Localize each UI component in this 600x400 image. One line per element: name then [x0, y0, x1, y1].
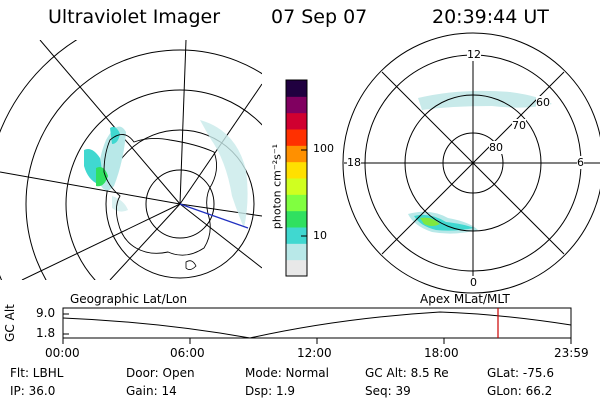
glat-info: GLat: -75.6 — [487, 366, 554, 380]
colorbar-band — [286, 259, 307, 277]
colorbar-label-100: 100 — [313, 142, 334, 155]
alt-x-tick-label: 18:00 — [424, 346, 459, 360]
magnetic-polar-panel — [342, 32, 600, 294]
geo-lat-circle — [145, 169, 215, 239]
colorbar-band — [286, 96, 307, 114]
geo-meridian — [39, 40, 181, 205]
geographic-map-panel — [0, 40, 262, 280]
mlt-label-0: 0 — [470, 276, 477, 289]
geo-panel-label: Geographic Lat/Lon — [70, 292, 188, 306]
colorbar-band — [286, 129, 307, 146]
alt-x-tick-label: 12:00 — [297, 346, 332, 360]
altitude-curve — [62, 311, 572, 339]
island-coastline — [185, 260, 197, 270]
colorbar-frame — [285, 79, 308, 277]
seq-info: Seq: 39 — [365, 384, 411, 398]
mag-outer-circle — [342, 32, 600, 294]
mlat-label-70: 70 — [512, 119, 526, 132]
mag-panel-label: Apex MLat/MLT — [420, 292, 510, 306]
geo-meridian — [179, 40, 187, 205]
geo-lat-circle — [105, 129, 255, 279]
colorbar-band — [286, 161, 307, 179]
alt-x-tick-label: 23:59 — [554, 346, 589, 360]
mlt-label-6: 6 — [577, 156, 584, 169]
door-info: Door: Open — [126, 366, 195, 380]
glon-info: GLon: 66.2 — [487, 384, 553, 398]
colorbar-band — [286, 210, 307, 228]
colorbar-unit-label: photon cm⁻²s⁻¹ — [270, 143, 284, 230]
mlat-label-80: 80 — [489, 141, 503, 154]
geo-meridian — [21, 203, 181, 280]
geo-aurora-emission — [84, 120, 248, 228]
mag-aurora-dayside — [418, 90, 552, 110]
colorbar-band — [286, 112, 307, 130]
mlat-label-60: 60 — [536, 96, 550, 109]
antarctica-coastline — [103, 134, 217, 256]
geo-meridian — [0, 171, 181, 205]
mlt-label-18: 18 — [347, 156, 361, 169]
colorbar-band — [286, 145, 307, 163]
alt-x-tick-label: 06:00 — [170, 346, 205, 360]
alt-plot-ylabel: GC Alt — [3, 304, 17, 342]
geo-track-line — [179, 203, 249, 229]
mag-aurora-night-peak — [420, 217, 440, 226]
geo-lat-circle — [25, 49, 262, 280]
mag-diagonal-line — [381, 71, 565, 255]
colorbar-band — [286, 243, 307, 261]
colorbar-band — [286, 194, 307, 212]
colorbar-band — [286, 80, 307, 97]
mlt-label-12: 12 — [467, 48, 481, 61]
geo-meridian — [179, 203, 262, 217]
dsp-info: Dsp: 1.9 — [245, 384, 296, 398]
colorbar-band — [286, 178, 307, 195]
geo-lat-circle — [0, 40, 78, 280]
gc-alt-info: GC Alt: 8.5 Re — [365, 366, 449, 380]
geo-lat-circle — [65, 89, 262, 280]
gain-info: Gain: 14 — [126, 384, 177, 398]
alt-y-tick-label: 1.8 — [36, 326, 56, 340]
time-label: 20:39:44 UT — [432, 6, 549, 28]
alt-x-tick-label: 00:00 — [45, 346, 80, 360]
colorbar-band — [286, 227, 307, 244]
date-label: 07 Sep 07 — [271, 6, 368, 28]
altitude-plot — [62, 307, 572, 344]
colorbar-label-10: 10 — [313, 229, 327, 242]
alt-y-tick-label: 9.0 — [36, 306, 56, 320]
geo-meridian — [179, 203, 262, 269]
colorbar — [285, 79, 308, 277]
mode-info: Mode: Normal — [245, 366, 329, 380]
ip-info: IP: 36.0 — [10, 384, 56, 398]
geo-meridian — [109, 203, 181, 280]
filter-info: Flt: LBHL — [10, 366, 64, 380]
instrument-title: Ultraviolet Imager — [48, 6, 221, 28]
